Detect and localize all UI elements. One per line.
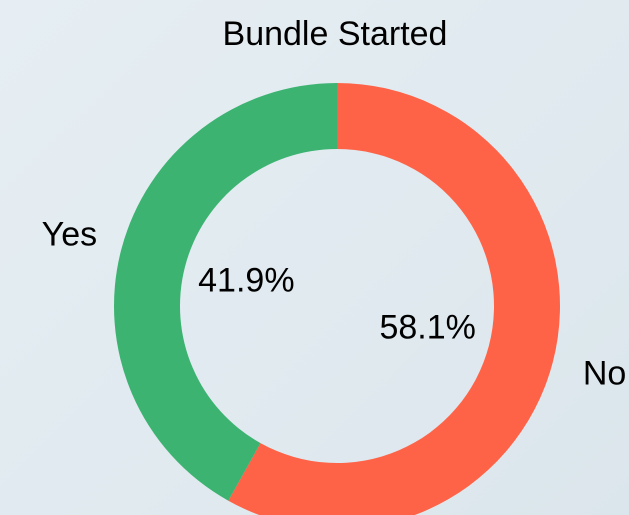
donut-slice bbox=[113, 83, 337, 501]
category-label: Yes bbox=[42, 215, 97, 253]
value-label: 41.9% bbox=[198, 261, 294, 299]
donut-slice bbox=[228, 83, 560, 515]
value-label: 58.1% bbox=[379, 309, 475, 347]
category-label: No bbox=[583, 355, 626, 393]
chart-title: Bundle Started bbox=[223, 15, 448, 53]
